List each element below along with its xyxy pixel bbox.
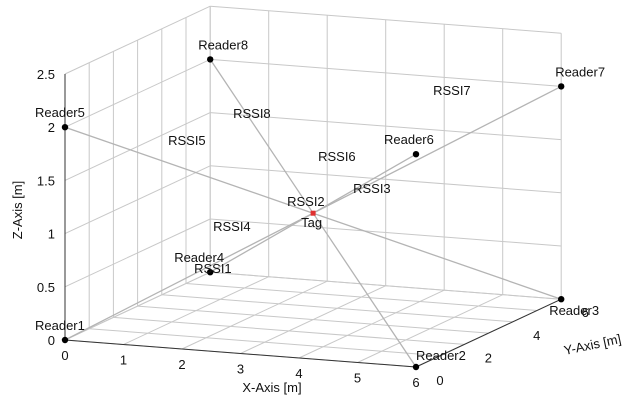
rssi-links bbox=[64, 59, 562, 368]
floor-grid-line bbox=[113, 316, 465, 345]
rssi-link-line bbox=[312, 153, 417, 214]
y-tick-label: 2 bbox=[485, 350, 492, 365]
reader-label: Reader7 bbox=[555, 64, 605, 79]
point-labels: Reader1Reader2RSSI2Reader3RSSI3Reader4RS… bbox=[35, 37, 605, 363]
floor-grid-line bbox=[185, 283, 538, 311]
left-wall-grid-line bbox=[64, 271, 211, 341]
left-wall-grid-line bbox=[64, 58, 211, 128]
rssi-label: RSSI2 bbox=[287, 194, 325, 209]
z-tick-label: 0.5 bbox=[37, 280, 55, 295]
y-tick-label: 6 bbox=[582, 305, 589, 320]
z-tick-label: 0 bbox=[48, 333, 55, 348]
rssi-link-line bbox=[312, 212, 417, 368]
tick-labels: 0 1 2 3 4 5 6 0 2 4 6 0 0.5 1 1.5 2 2.5 bbox=[37, 67, 589, 390]
rssi-link-line bbox=[64, 212, 314, 341]
left-wall-grid-line bbox=[64, 165, 211, 235]
reader-point bbox=[61, 336, 69, 344]
back-wall-grid-line bbox=[210, 271, 562, 300]
rssi-label: RSSI3 bbox=[353, 181, 391, 196]
rssi-label: RSSI4 bbox=[213, 219, 251, 234]
reader-label: Reader8 bbox=[198, 37, 248, 52]
tag-label: Tag bbox=[301, 215, 322, 230]
reader-point bbox=[207, 56, 214, 63]
y-tick-label: 4 bbox=[533, 328, 540, 343]
x-axis-label: X-Axis [m] bbox=[242, 380, 301, 395]
reader-point bbox=[412, 363, 420, 371]
reader-label: Reader1 bbox=[35, 318, 85, 333]
reader-label: Reader6 bbox=[384, 132, 434, 147]
rssi-link-line bbox=[312, 85, 562, 214]
z-axis-label: Z-Axis [m] bbox=[10, 181, 25, 240]
reader-label: Reader3 bbox=[549, 303, 599, 318]
back-wall-grid-line bbox=[210, 165, 562, 194]
x-tick-label: 6 bbox=[412, 375, 419, 390]
reader-point bbox=[558, 83, 565, 90]
x-tick-label: 4 bbox=[295, 366, 302, 381]
left-wall-grid-line bbox=[64, 112, 211, 181]
reader-label: Reader4 bbox=[174, 250, 224, 265]
rssi-label: RSSI8 bbox=[233, 106, 271, 121]
z-tick-label: 2 bbox=[48, 120, 55, 135]
reader-label: Reader5 bbox=[35, 105, 85, 120]
back-wall-grid-line bbox=[210, 112, 562, 141]
rssi-link-line bbox=[209, 59, 314, 214]
x-tick-label: 0 bbox=[61, 348, 68, 363]
rssi-link-line bbox=[64, 126, 314, 214]
y-axis-label: Y-Axis [m] bbox=[563, 331, 623, 358]
z-tick-label: 2.5 bbox=[37, 67, 55, 82]
reader-point bbox=[558, 296, 565, 303]
reader-point bbox=[61, 124, 69, 131]
left-wall-grid-line bbox=[64, 5, 211, 75]
back-wall-grid-line bbox=[210, 218, 562, 247]
reader-label: Reader2 bbox=[416, 348, 466, 363]
back-wall-grid-line bbox=[210, 5, 562, 34]
left-wall-grid-line bbox=[64, 218, 211, 288]
x-axis-line bbox=[64, 339, 417, 368]
y-axis-line bbox=[415, 298, 562, 368]
rssi-link-line bbox=[312, 212, 562, 300]
reader-point bbox=[412, 151, 420, 158]
reader-point bbox=[207, 269, 214, 276]
y-tick-label: 0 bbox=[436, 373, 443, 388]
x-tick-label: 1 bbox=[120, 353, 127, 368]
rssi-label: RSSI7 bbox=[433, 83, 471, 98]
rssi-link-line bbox=[209, 212, 314, 273]
floor-grid-line bbox=[137, 305, 489, 334]
x-tick-label: 3 bbox=[237, 362, 244, 377]
back-wall-grid-line bbox=[210, 58, 562, 87]
reader-points bbox=[61, 56, 565, 371]
floor-grid-line bbox=[89, 328, 441, 357]
rssi-label: RSSI6 bbox=[318, 149, 356, 164]
x-tick-label: 5 bbox=[354, 371, 361, 386]
rssi-label: RSSI5 bbox=[168, 133, 206, 148]
grid-lines bbox=[64, 5, 562, 368]
z-tick-label: 1 bbox=[48, 227, 55, 242]
z-tick-label: 1.5 bbox=[37, 173, 55, 188]
tag-point bbox=[310, 210, 316, 216]
floor-grid-line bbox=[161, 294, 513, 323]
x-tick-label: 2 bbox=[178, 357, 185, 372]
axes bbox=[64, 74, 562, 368]
rssi-label: RSSI1 bbox=[194, 261, 232, 276]
